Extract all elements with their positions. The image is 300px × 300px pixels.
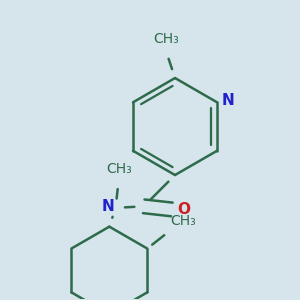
Text: N: N <box>222 93 235 108</box>
Text: CH₃: CH₃ <box>153 32 178 46</box>
Text: CH₃: CH₃ <box>171 214 196 228</box>
Text: O: O <box>178 202 190 217</box>
Text: N: N <box>101 199 114 214</box>
Text: CH₃: CH₃ <box>106 162 132 176</box>
